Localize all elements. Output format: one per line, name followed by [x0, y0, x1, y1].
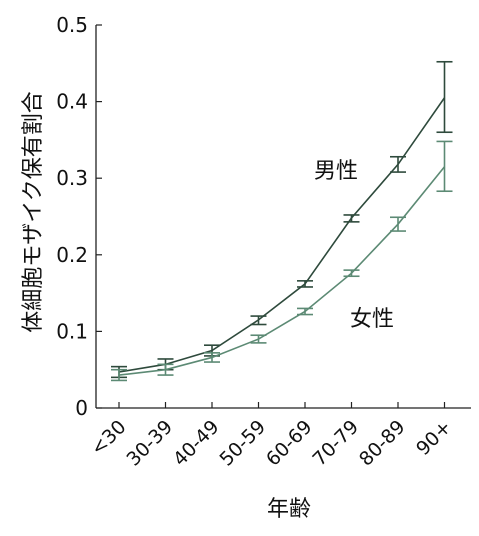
- series-label: 女性: [350, 307, 394, 332]
- y-ticks: 0 0.1 0.2 0.3 0.4 0.5: [56, 13, 102, 420]
- y-tick-label: 0.2: [56, 243, 88, 267]
- y-tick-label: 0: [75, 396, 88, 420]
- series-line: [118, 166, 446, 376]
- x-tick-label: 90+: [412, 416, 456, 460]
- x-tick-label: 40-49: [169, 416, 224, 471]
- x-tick-label: 80-89: [355, 416, 410, 471]
- series-label: 男性: [314, 159, 358, 184]
- x-tick-label: 30-39: [122, 416, 177, 471]
- series-group: [111, 60, 453, 382]
- x-tick-label: 60-69: [262, 416, 317, 471]
- y-axis-label: 体細胞モザイク保有割合: [21, 91, 46, 333]
- series-line: [118, 97, 446, 373]
- y-tick-label: 0.5: [56, 13, 88, 37]
- y-tick-label: 0.3: [56, 166, 88, 190]
- axes: [95, 25, 471, 409]
- y-tick-label: 0.1: [56, 319, 88, 343]
- x-tick-label: 50-59: [215, 416, 270, 471]
- y-tick-label: 0.4: [56, 90, 88, 114]
- x-tick-label: 70-79: [308, 416, 363, 471]
- x-axis-label: 年齢: [267, 497, 311, 522]
